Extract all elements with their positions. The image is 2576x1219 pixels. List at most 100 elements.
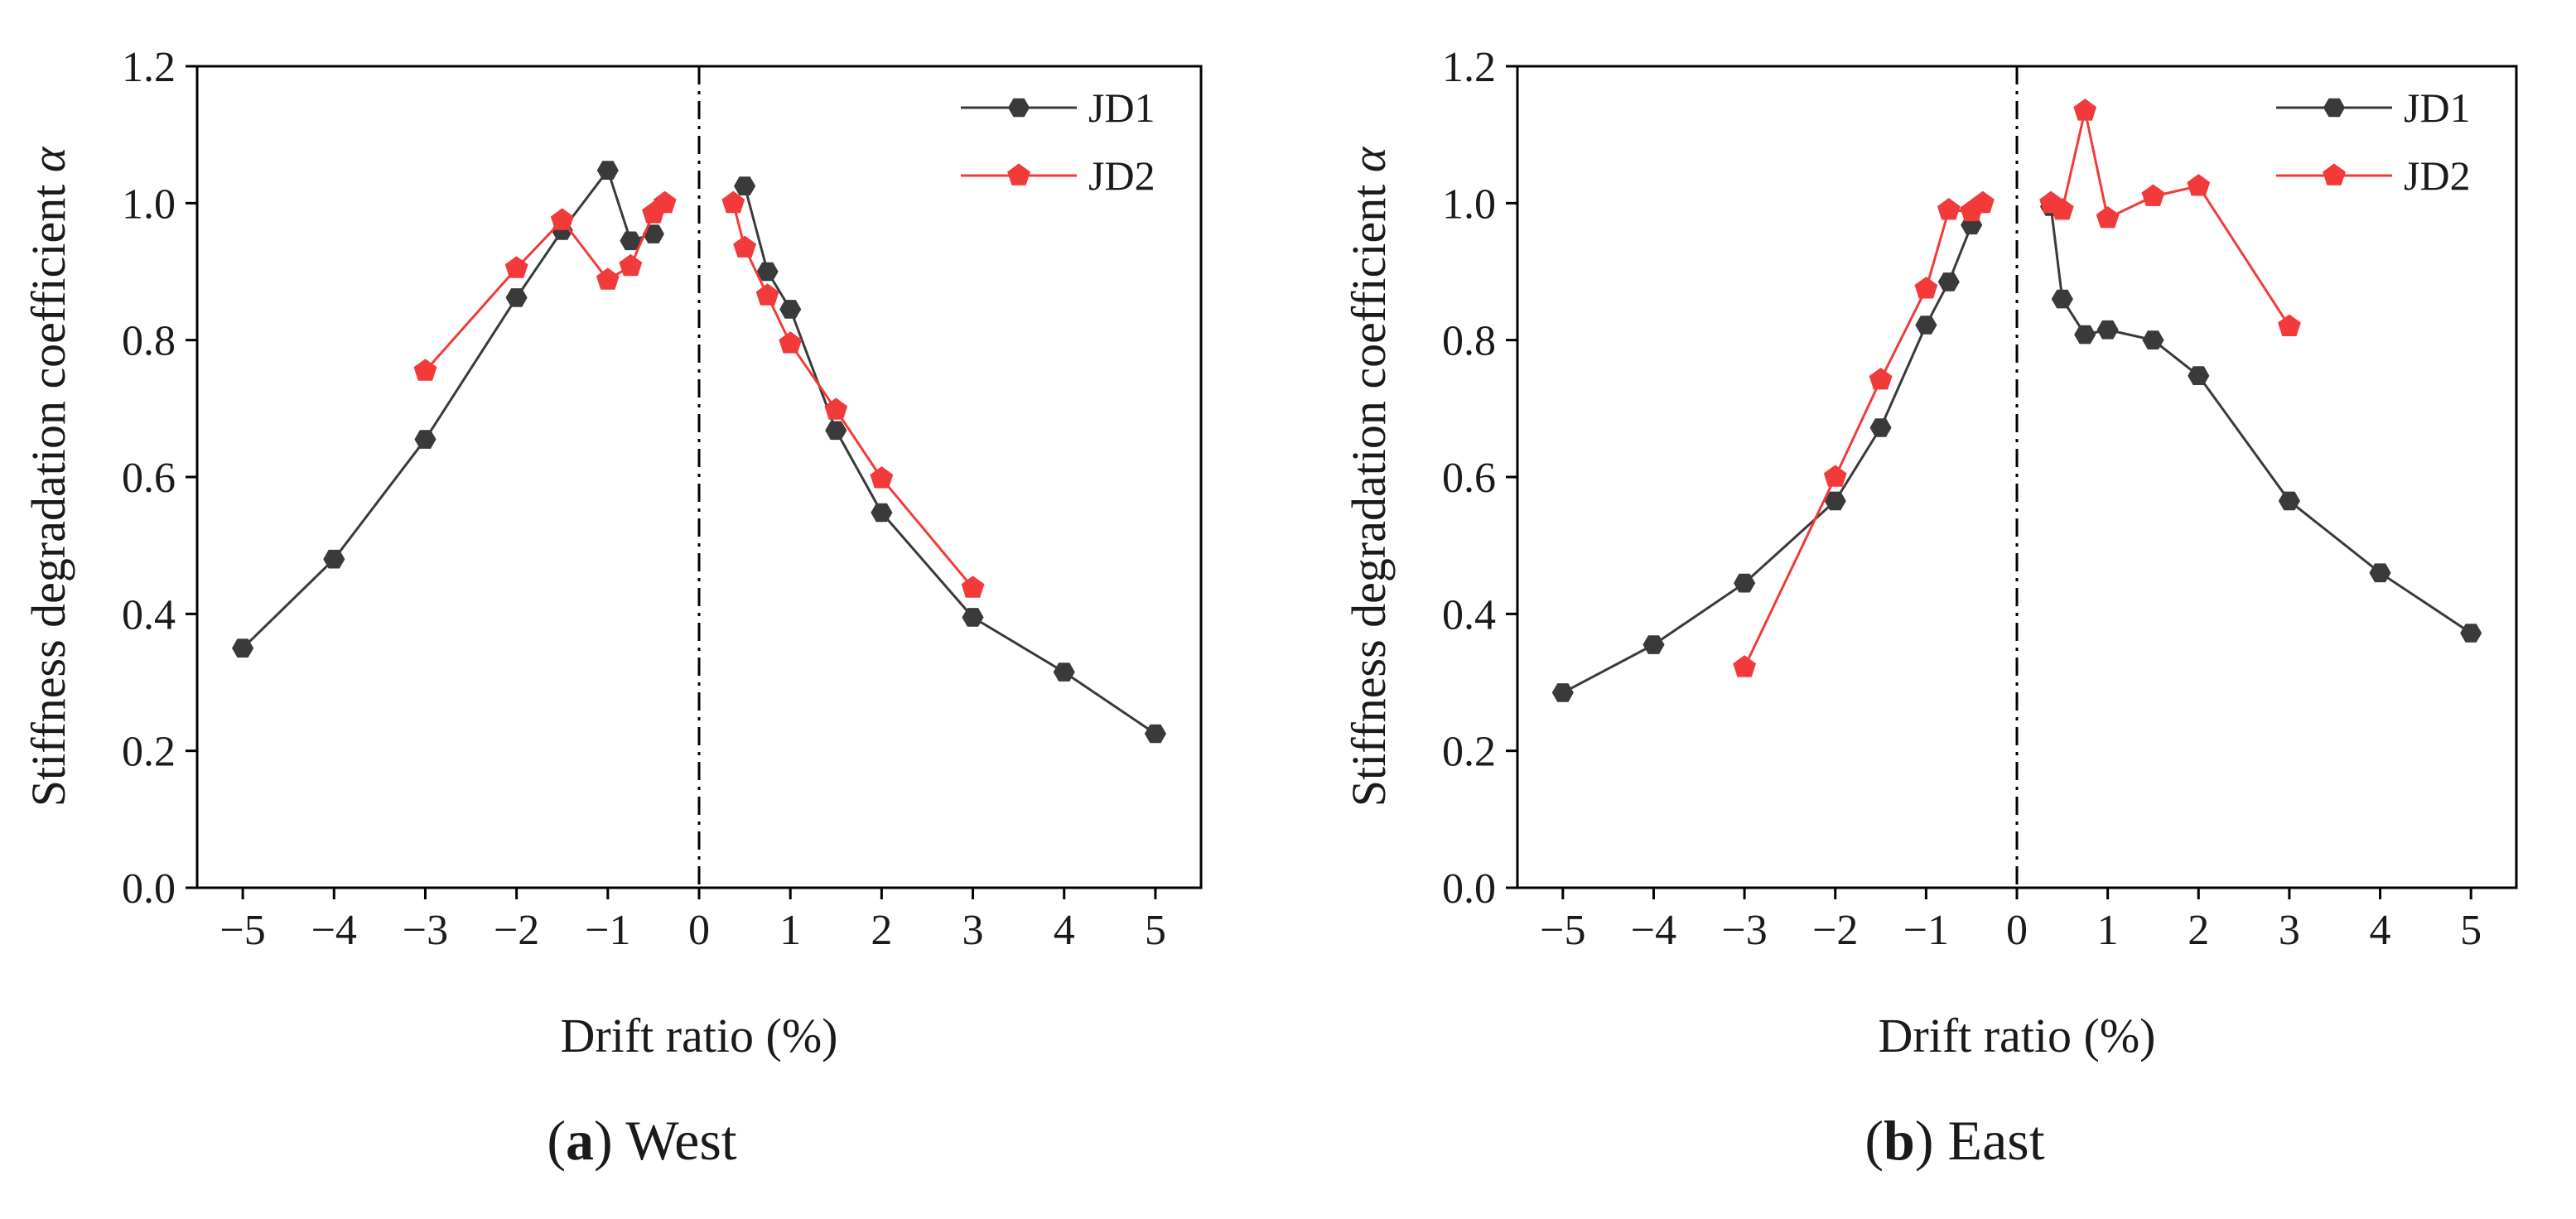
y-tick-label: 0.6 <box>122 455 176 502</box>
legend-label-jd1: JD1 <box>1088 84 1155 131</box>
y-axis-title: Stiffness degradation coefficient α <box>22 146 75 807</box>
data-point-jd2 <box>2096 205 2120 229</box>
x-tick-label: −5 <box>219 907 265 954</box>
x-axis-title: Drift ratio (%) <box>1879 1009 2156 1062</box>
panel-east: −5 −4 −3 −2 −1 0 1 2 3 4 5 0.0 0.2 0.4 0.6 0.8 1.0 1.2 Dri… <box>1342 44 2518 1172</box>
legend-label-jd2: JD2 <box>2404 152 2471 199</box>
data-point-jd1 <box>232 638 254 658</box>
x-tick-label: −1 <box>1903 907 1949 954</box>
data-point-jd2 <box>653 190 677 214</box>
x-tick-label: 3 <box>962 907 984 954</box>
caption-paren-close: ) <box>594 1109 613 1172</box>
series-line-jd2-positive <box>2050 110 2291 327</box>
x-tick-label: 5 <box>2460 907 2482 954</box>
caption-paren-open: ( <box>1864 1109 1884 1172</box>
caption-text: West <box>613 1109 737 1172</box>
y-tick-label: 1.2 <box>122 44 176 91</box>
x-tick-label: 4 <box>1054 907 1075 954</box>
series-line-jd1-positive <box>2049 206 2472 634</box>
series-jd2 <box>413 190 985 598</box>
caption-letter: a <box>566 1109 594 1172</box>
y-tick-label: 0.6 <box>1442 455 1496 502</box>
y-tick-label: 0.4 <box>122 591 176 638</box>
data-point-jd2 <box>413 359 437 381</box>
data-point-jd2 <box>755 283 779 306</box>
legend-marker-jd1 <box>1007 98 1030 118</box>
x-tick-label: 0 <box>2006 907 2028 954</box>
y-axis-title-text: Stiffness degradation coefficient <box>1342 172 1396 807</box>
data-point-jd1 <box>1869 418 1892 437</box>
data-point-jd2 <box>619 253 643 277</box>
x-tick-label: −3 <box>403 907 448 954</box>
legend-marker-jd2 <box>1007 163 1030 186</box>
data-point-jd1 <box>505 288 528 307</box>
data-point-jd1 <box>1551 683 1574 702</box>
y-axis-title-symbol: α <box>22 146 75 172</box>
data-point-jd1 <box>1937 272 1960 292</box>
y-tick-label: 0.2 <box>1442 729 1496 776</box>
data-point-jd2 <box>1937 197 1961 220</box>
data-point-jd2 <box>779 331 803 354</box>
series-jd2 <box>1733 99 2301 677</box>
caption-letter: b <box>1884 1109 1915 1172</box>
data-point-jd2 <box>1733 655 1756 677</box>
x-tick-label: 4 <box>2370 907 2391 954</box>
x-tick-label: 5 <box>1145 907 1166 954</box>
data-point-jd2 <box>961 576 985 598</box>
panel-caption: (b) East <box>1864 1109 2044 1172</box>
y-tick-label: 0.0 <box>122 865 176 913</box>
y-tick-label: 1.0 <box>1442 181 1496 228</box>
y-tick-label: 1.0 <box>122 181 176 228</box>
y-tick-label: 0.8 <box>122 318 176 365</box>
data-point-jd1 <box>2142 330 2164 349</box>
legend-marker-jd1 <box>2323 98 2346 118</box>
data-point-jd1 <box>2188 366 2210 385</box>
data-point-jd1 <box>1053 662 1075 682</box>
data-point-jd1 <box>642 224 664 243</box>
data-point-jd1 <box>2278 491 2300 511</box>
series-line-jd1-negative <box>242 167 654 649</box>
data-point-jd2 <box>721 190 745 214</box>
caption-paren-close: ) <box>1915 1109 1934 1172</box>
panel-caption: (a) West <box>547 1109 736 1172</box>
data-point-jd2 <box>596 267 620 290</box>
data-point-jd1 <box>871 503 893 523</box>
data-point-jd1 <box>1915 316 1937 335</box>
data-point-jd2 <box>1971 190 1995 214</box>
x-tick-label: −2 <box>494 907 539 954</box>
data-point-jd1 <box>2074 325 2096 344</box>
data-point-jd2 <box>550 208 574 230</box>
series-line-jd2-negative <box>424 202 666 372</box>
data-point-jd2 <box>2187 174 2211 196</box>
series-line-jd1-positive <box>743 186 1156 735</box>
data-point-jd1 <box>1144 724 1166 744</box>
data-point-jd2 <box>504 256 528 278</box>
data-point-jd1 <box>323 549 345 569</box>
x-tick-label: 2 <box>2188 907 2209 954</box>
y-tick-label: 0.8 <box>1442 318 1496 365</box>
data-point-jd1 <box>2096 320 2119 340</box>
x-tick-label: 1 <box>779 907 801 954</box>
data-point-jd2 <box>1823 465 1847 487</box>
data-point-jd1 <box>2460 624 2482 643</box>
x-tick-label: −4 <box>1631 907 1676 954</box>
y-tick-label: 0.4 <box>1442 591 1496 638</box>
data-point-jd1 <box>825 421 847 441</box>
data-point-jd1 <box>2369 563 2391 583</box>
data-point-jd2 <box>2278 314 2301 336</box>
y-tick-label: 1.2 <box>1442 44 1496 91</box>
data-point-jd1 <box>620 231 642 251</box>
y-tick-label: 0.2 <box>122 729 176 776</box>
y-axis-title-symbol: α <box>1342 146 1396 172</box>
x-tick-label: 0 <box>688 907 710 954</box>
x-axis-title: Drift ratio (%) <box>561 1009 838 1062</box>
x-tick-label: −5 <box>1540 907 1585 954</box>
data-point-jd1 <box>2051 289 2073 309</box>
data-point-jd1 <box>1643 635 1665 654</box>
panel-west: −5 −4 −3 −2 −1 0 1 2 3 4 5 0.0 0.2 0.4 0.6 0.8 1.0 1.2 Dri… <box>22 44 1203 1172</box>
data-point-jd1 <box>962 608 984 627</box>
data-point-jd1 <box>734 176 756 195</box>
y-tick-label: 0.0 <box>1442 865 1496 913</box>
series-line-jd2-positive <box>731 202 974 589</box>
